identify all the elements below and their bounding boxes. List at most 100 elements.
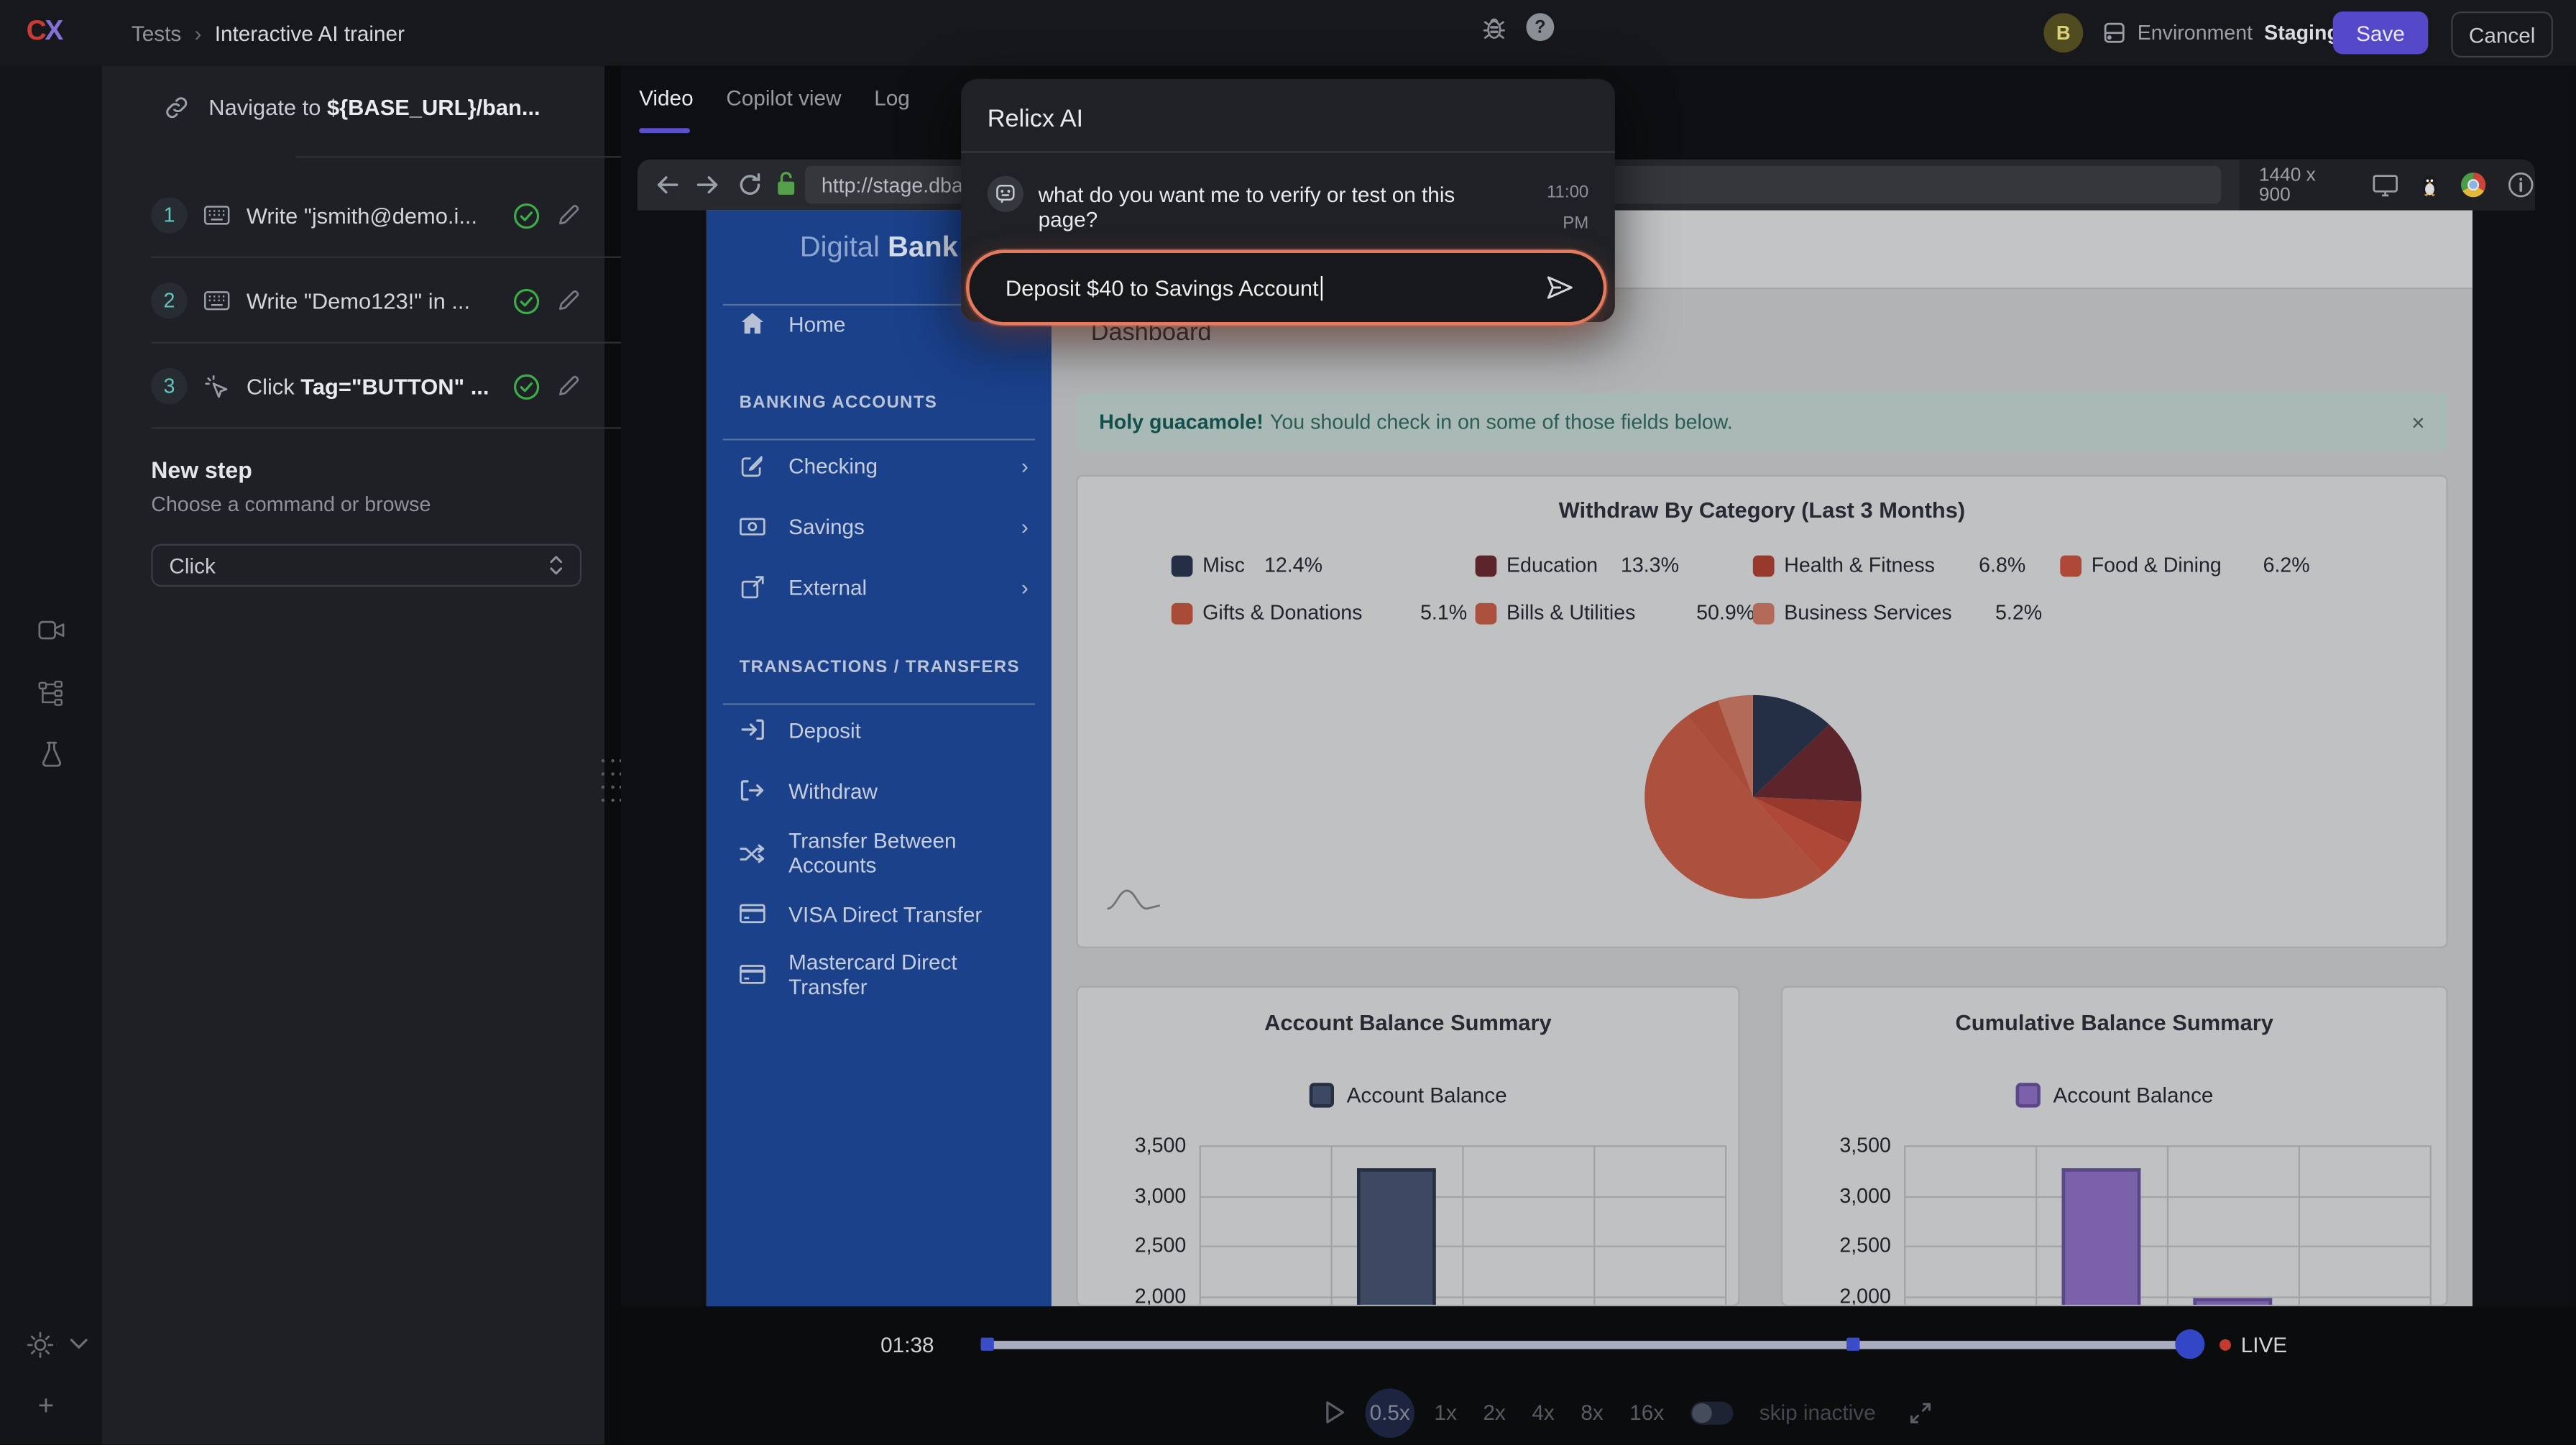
settings-gear-icon[interactable] (27, 1331, 55, 1359)
check-circle-icon (512, 201, 540, 229)
timeline-track[interactable] (981, 1341, 2196, 1349)
playback-time: 01:38 (880, 1333, 934, 1357)
link-icon (165, 96, 189, 120)
playback-speed-controls: 0.5x 1x 2x 4x 8x 16x skip inactive (1324, 1400, 1931, 1424)
alert-text: You should check in on some of those fie… (1270, 410, 1733, 433)
step-row-1[interactable]: 1 Write "jsmith@demo.i... (151, 194, 581, 237)
tab-copilot-view[interactable]: Copilot view (726, 86, 841, 110)
bank-sidebar: Digital Bank Home BANKING ACCOUNTS Check… (707, 211, 1052, 1307)
speed-2x[interactable]: 2x (1483, 1400, 1505, 1424)
money-bill-icon (740, 517, 766, 535)
ai-panel-title: Relicx AI (988, 105, 1083, 133)
edit-pencil-icon[interactable] (557, 375, 580, 398)
user-avatar[interactable]: B (2043, 13, 2083, 52)
cancel-button[interactable]: Cancel (2451, 12, 2553, 58)
video-viewport[interactable]: Digital Bank Home BANKING ACCOUNTS Check… (707, 211, 2472, 1307)
bank-nav-visa-transfer[interactable]: VISA Direct Transfer (740, 897, 1029, 930)
command-select[interactable]: Click (151, 544, 581, 587)
credit-card-icon (740, 904, 766, 923)
step-row-3[interactable]: 3 Click Tag="BUTTON" ... (151, 364, 581, 407)
linux-penguin-icon[interactable] (2421, 173, 2440, 196)
text-caret (1320, 275, 1322, 300)
step-row-2[interactable]: 2 Write "Demo123!" in ... (151, 280, 581, 322)
speed-16x[interactable]: 16x (1629, 1400, 1664, 1424)
step-number: 1 (151, 197, 187, 233)
info-icon[interactable] (2507, 171, 2535, 199)
bank-nav-checking[interactable]: Checking› (740, 449, 1029, 482)
live-dot (2220, 1339, 2231, 1351)
top-bar: CX Tests › Interactive AI trainer ? B En… (0, 0, 2576, 65)
navigate-label: Navigate to (208, 96, 327, 120)
bug-icon[interactable] (1482, 15, 1506, 43)
flow-tree-icon[interactable] (38, 680, 65, 707)
bar-plot (1782, 988, 2448, 1306)
speed-4x[interactable]: 4x (1532, 1400, 1554, 1424)
ai-input-value: Deposit $40 to Savings Account (1006, 275, 1319, 300)
ai-message-text: what do you want me to verify or test on… (1039, 183, 1495, 232)
timeline-knob[interactable] (2175, 1329, 2204, 1359)
refresh-icon[interactable] (737, 173, 762, 197)
breadcrumb-separator: › (194, 22, 201, 46)
skip-inactive-label: skip inactive (1760, 1400, 1876, 1424)
help-icon[interactable]: ? (1526, 13, 1554, 41)
add-icon[interactable]: + (38, 1390, 55, 1423)
test-steps-panel (102, 65, 604, 1444)
forward-icon[interactable] (695, 173, 719, 197)
bar (2062, 1168, 2141, 1306)
chat-bot-icon (988, 176, 1024, 212)
environment-value: Staging (2264, 22, 2340, 45)
select-chevrons-icon (548, 554, 564, 577)
timeline-marker[interactable] (981, 1338, 994, 1351)
save-button[interactable]: Save (2333, 12, 2429, 54)
send-icon[interactable] (1546, 275, 1574, 301)
alert-bold-text: Holy guacamole! (1099, 410, 1264, 433)
tab-log[interactable]: Log (874, 86, 910, 110)
step-number: 2 (151, 283, 187, 318)
bank-nav-mastercard-transfer[interactable]: Mastercard Direct Transfer (740, 958, 1029, 991)
video-camera-icon[interactable] (38, 620, 66, 641)
skip-inactive-toggle[interactable] (1690, 1401, 1733, 1424)
fullscreen-icon[interactable] (1908, 1401, 1931, 1424)
view-tabs: Video Copilot view Log (639, 86, 910, 110)
speed-0-5x[interactable]: 0.5x (1365, 1387, 1414, 1437)
edit-pencil-icon[interactable] (557, 289, 580, 312)
bank-nav-transfer[interactable]: Transfer Between Accounts (740, 836, 1029, 869)
speed-1x[interactable]: 1x (1434, 1400, 1456, 1424)
breadcrumb-current: Interactive AI trainer (215, 22, 405, 46)
bar (2193, 1298, 2272, 1306)
breadcrumb-tests[interactable]: Tests (132, 22, 181, 46)
keyboard-icon (203, 291, 230, 311)
chevron-right-icon: › (1021, 574, 1029, 599)
bank-nav-withdraw[interactable]: Withdraw (740, 774, 1029, 807)
keyboard-icon (203, 206, 230, 225)
active-tab-underline (639, 128, 690, 133)
bank-nav-savings[interactable]: Savings› (740, 510, 1029, 543)
timeline-marker[interactable] (1846, 1338, 1859, 1351)
flask-icon[interactable] (40, 741, 64, 768)
play-icon[interactable] (1324, 1400, 1346, 1424)
step-navigate[interactable]: Navigate to ${BASE_URL}/ban... (165, 96, 559, 120)
environment-selector[interactable]: Environment Staging (2103, 22, 2340, 45)
breadcrumb: Tests › Interactive AI trainer (132, 22, 405, 46)
bank-nav-external[interactable]: External› (740, 570, 1029, 603)
chrome-icon[interactable] (2462, 173, 2486, 197)
ai-prompt-input[interactable]: Deposit $40 to Savings Account (966, 249, 1606, 325)
alert-close-icon[interactable]: × (2411, 408, 2425, 435)
cx-logo[interactable]: CX (27, 15, 62, 48)
viewport-size-label: 1440 x 900 (2259, 165, 2352, 205)
bar (1357, 1168, 1436, 1306)
monitor-icon[interactable] (2373, 173, 2399, 196)
back-icon[interactable] (656, 173, 680, 197)
edit-pencil-icon[interactable] (557, 203, 580, 226)
cursor-click-icon (203, 374, 230, 398)
chevron-down-icon[interactable] (69, 1338, 88, 1351)
alert-banner: Holy guacamole! You should check in on s… (1076, 393, 2448, 450)
tab-video[interactable]: Video (639, 86, 693, 110)
browser-toolbar-right: 1440 x 900 (2239, 160, 2534, 211)
cumulative-balance-card: Cumulative Balance Summary Account Balan… (1781, 986, 2448, 1306)
bank-section-transactions: TRANSACTIONS / TRANSFERS (740, 657, 1020, 676)
bank-nav-deposit[interactable]: Deposit (740, 713, 1029, 746)
speed-8x[interactable]: 8x (1581, 1400, 1603, 1424)
new-step-subtitle: Choose a command or browse (151, 493, 431, 516)
url-text: http://stage.dba (822, 173, 963, 196)
